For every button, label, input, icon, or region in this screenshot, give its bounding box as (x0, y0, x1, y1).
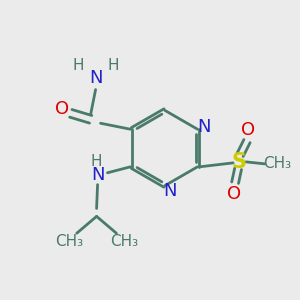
Text: N: N (198, 118, 211, 136)
Text: CH₃: CH₃ (263, 156, 291, 171)
Text: N: N (91, 166, 104, 184)
Text: S: S (232, 152, 247, 172)
Text: O: O (55, 100, 69, 118)
Text: H: H (72, 58, 83, 73)
Text: CH₃: CH₃ (110, 234, 138, 249)
Text: N: N (163, 182, 177, 200)
Text: H: H (91, 154, 102, 169)
Text: O: O (227, 184, 241, 202)
Text: O: O (241, 121, 255, 139)
Text: H: H (108, 58, 119, 73)
Text: CH₃: CH₃ (55, 234, 83, 249)
Text: N: N (89, 69, 102, 87)
